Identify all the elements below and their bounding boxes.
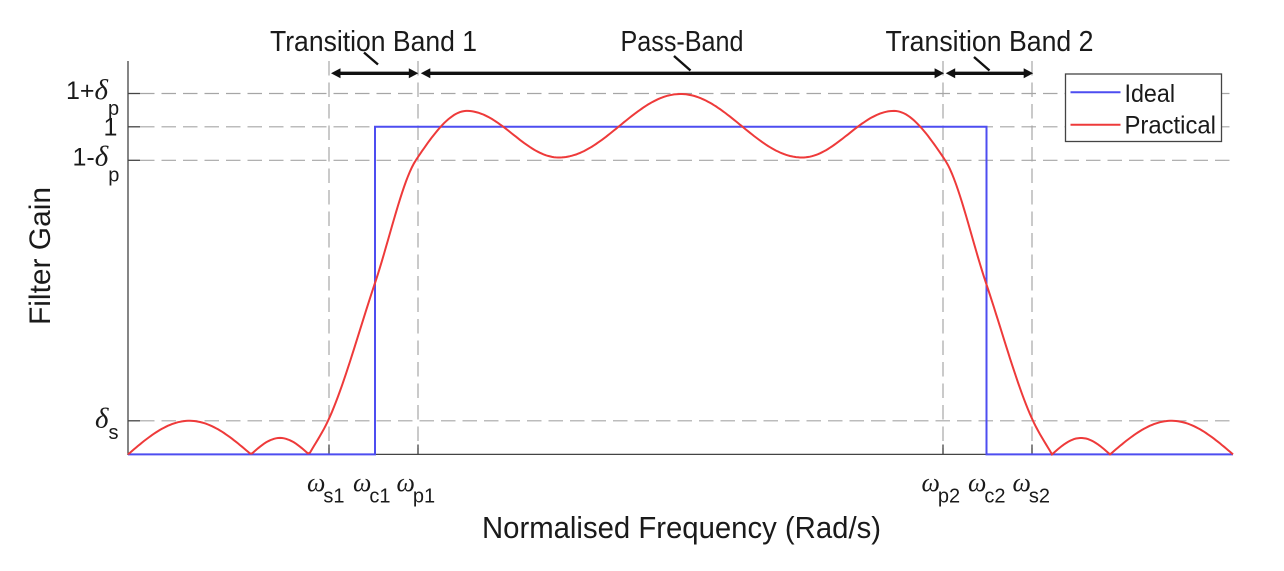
- svg-text:ωc1: ωc1: [353, 468, 390, 508]
- svg-text:Transition Band 2: Transition Band 2: [886, 26, 1094, 58]
- svg-text:Ideal: Ideal: [1125, 80, 1176, 108]
- svg-text:Pass-Band: Pass-Band: [621, 26, 744, 58]
- svg-text:1: 1: [104, 114, 118, 142]
- svg-text:1-δp: 1-δp: [73, 140, 120, 186]
- svg-text:ωp1: ωp1: [397, 468, 436, 508]
- svg-text:ωp2: ωp2: [922, 468, 961, 508]
- svg-text:Normalised Frequency (Rad/s): Normalised Frequency (Rad/s): [482, 510, 881, 545]
- svg-text:Practical: Practical: [1125, 112, 1217, 140]
- svg-text:ωc2: ωc2: [968, 468, 1005, 508]
- svg-text:Transition Band 1: Transition Band 1: [270, 26, 477, 58]
- svg-text:s: s: [109, 422, 119, 444]
- svg-text:δ: δ: [95, 403, 109, 435]
- svg-text:Filter Gain: Filter Gain: [24, 187, 57, 325]
- svg-text:ωs2: ωs2: [1013, 468, 1050, 508]
- svg-text:ωs1: ωs1: [307, 468, 344, 508]
